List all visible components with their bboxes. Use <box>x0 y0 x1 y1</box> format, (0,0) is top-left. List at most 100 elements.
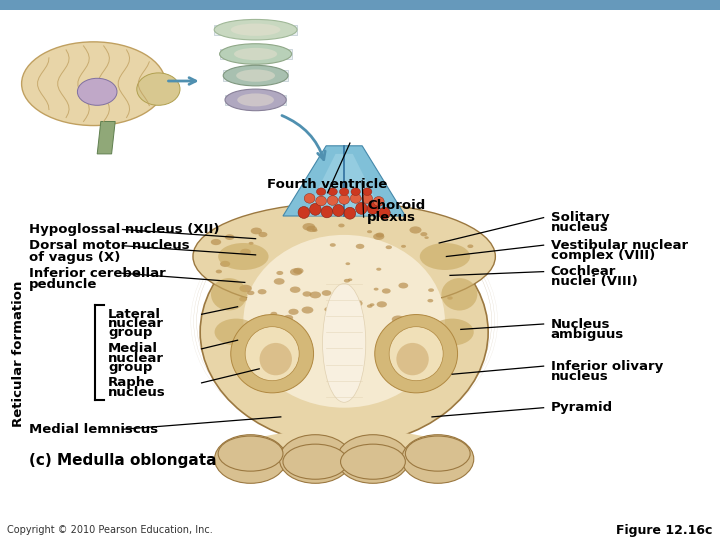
Ellipse shape <box>344 207 356 219</box>
Text: Choroid: Choroid <box>367 199 426 212</box>
Ellipse shape <box>302 307 313 314</box>
Ellipse shape <box>377 268 382 271</box>
Ellipse shape <box>428 288 434 292</box>
Text: group: group <box>108 326 153 339</box>
Ellipse shape <box>215 319 258 346</box>
Text: Reticular formation: Reticular formation <box>12 280 25 427</box>
Text: (c) Medulla oblongata: (c) Medulla oblongata <box>29 453 216 468</box>
Ellipse shape <box>258 232 267 237</box>
Text: nucleus: nucleus <box>551 370 608 383</box>
Ellipse shape <box>276 271 283 275</box>
Ellipse shape <box>284 315 293 321</box>
Ellipse shape <box>398 282 408 288</box>
Ellipse shape <box>396 343 428 375</box>
Text: Medial lemniscus: Medial lemniscus <box>29 423 158 436</box>
Ellipse shape <box>78 78 117 105</box>
Ellipse shape <box>247 291 254 295</box>
Ellipse shape <box>402 435 474 483</box>
Ellipse shape <box>216 269 222 273</box>
Ellipse shape <box>240 249 251 255</box>
Text: Fourth ventricle: Fourth ventricle <box>267 178 388 191</box>
Text: peduncle: peduncle <box>29 278 97 291</box>
Text: complex (VIII): complex (VIII) <box>551 249 655 262</box>
Ellipse shape <box>323 284 366 402</box>
Text: group: group <box>108 361 153 374</box>
Ellipse shape <box>245 327 300 381</box>
Ellipse shape <box>310 292 321 299</box>
Text: Lateral: Lateral <box>108 308 161 321</box>
Ellipse shape <box>211 239 221 245</box>
Ellipse shape <box>420 243 470 270</box>
Ellipse shape <box>302 223 315 231</box>
Ellipse shape <box>410 226 421 234</box>
Ellipse shape <box>376 233 384 238</box>
Ellipse shape <box>339 194 349 204</box>
Text: nuclear: nuclear <box>108 317 164 330</box>
Ellipse shape <box>305 193 315 203</box>
Ellipse shape <box>392 315 405 323</box>
Ellipse shape <box>225 89 287 111</box>
Ellipse shape <box>382 288 391 294</box>
Ellipse shape <box>328 188 337 195</box>
Bar <box>225 94 287 105</box>
Ellipse shape <box>260 343 292 375</box>
Ellipse shape <box>234 48 277 60</box>
Ellipse shape <box>374 314 458 393</box>
Ellipse shape <box>330 243 336 247</box>
Ellipse shape <box>236 429 452 472</box>
Ellipse shape <box>316 196 327 206</box>
Ellipse shape <box>236 70 275 82</box>
Ellipse shape <box>251 227 262 234</box>
Text: Medial: Medial <box>108 342 158 355</box>
Ellipse shape <box>428 299 433 302</box>
Ellipse shape <box>337 435 409 483</box>
Ellipse shape <box>274 278 284 285</box>
Ellipse shape <box>220 44 292 64</box>
Text: Pyramid: Pyramid <box>551 401 613 414</box>
Ellipse shape <box>341 444 405 480</box>
Ellipse shape <box>193 202 495 310</box>
Ellipse shape <box>467 245 473 248</box>
Ellipse shape <box>321 206 333 218</box>
Bar <box>215 24 297 35</box>
Ellipse shape <box>225 234 235 240</box>
Ellipse shape <box>344 279 350 282</box>
Ellipse shape <box>310 204 321 215</box>
Ellipse shape <box>283 444 348 480</box>
Ellipse shape <box>341 314 348 318</box>
Text: nuclear: nuclear <box>108 352 164 365</box>
Ellipse shape <box>369 303 374 306</box>
Ellipse shape <box>447 296 453 300</box>
Text: nucleus: nucleus <box>108 386 166 399</box>
Ellipse shape <box>211 278 247 310</box>
Ellipse shape <box>306 226 317 232</box>
Ellipse shape <box>215 19 297 40</box>
Text: of vagus (X): of vagus (X) <box>29 251 120 264</box>
Ellipse shape <box>405 436 470 471</box>
Text: Copyright © 2010 Pearson Education, Inc.: Copyright © 2010 Pearson Education, Inc. <box>7 525 213 535</box>
Bar <box>0 0 720 10</box>
Ellipse shape <box>350 300 363 307</box>
Ellipse shape <box>218 243 269 270</box>
Ellipse shape <box>441 278 477 310</box>
Ellipse shape <box>290 268 302 275</box>
Text: Inferior olivary: Inferior olivary <box>551 360 663 373</box>
Text: Figure 12.16c: Figure 12.16c <box>616 524 713 537</box>
Ellipse shape <box>362 188 372 195</box>
Ellipse shape <box>431 319 474 346</box>
Ellipse shape <box>200 219 488 446</box>
Text: Cochlear: Cochlear <box>551 265 616 278</box>
Ellipse shape <box>218 436 283 471</box>
Ellipse shape <box>374 197 384 206</box>
Ellipse shape <box>289 309 299 315</box>
Ellipse shape <box>223 65 288 86</box>
Text: nuclei (VIII): nuclei (VIII) <box>551 275 637 288</box>
Bar <box>220 49 292 59</box>
Ellipse shape <box>351 188 360 195</box>
Ellipse shape <box>220 261 230 267</box>
Ellipse shape <box>312 228 318 232</box>
Ellipse shape <box>322 290 331 296</box>
Ellipse shape <box>420 232 428 237</box>
Text: Vestibular nuclear: Vestibular nuclear <box>551 239 688 252</box>
Ellipse shape <box>290 287 300 293</box>
